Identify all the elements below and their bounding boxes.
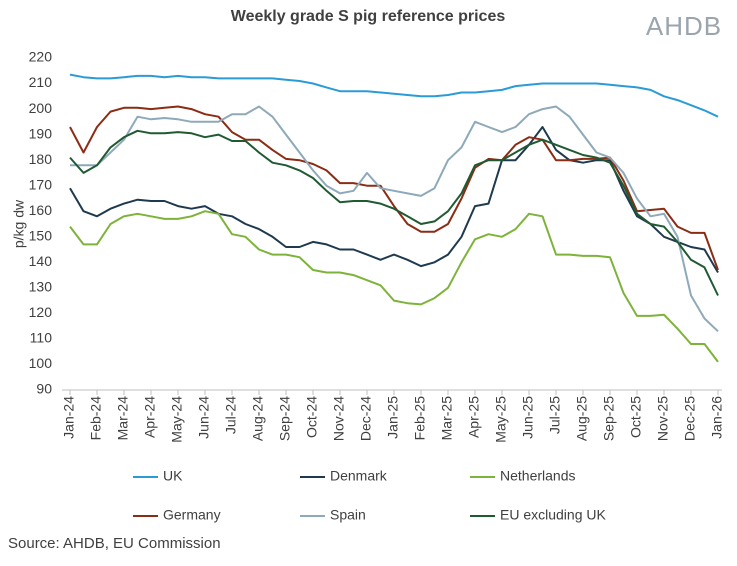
y-tick-label: 90 xyxy=(36,381,52,397)
legend-label: EU excluding UK xyxy=(500,507,606,523)
series-line xyxy=(69,73,719,118)
y-tick-label: 210 xyxy=(29,74,53,90)
x-tick-label: Feb-25 xyxy=(412,396,428,441)
y-tick-label: 190 xyxy=(29,125,53,141)
y-tick-label: 140 xyxy=(29,253,53,269)
x-tick-label: Mar-24 xyxy=(115,396,131,441)
y-tick-label: 180 xyxy=(29,151,53,167)
y-tick-label: 150 xyxy=(29,227,53,243)
x-tick-label: Sep-25 xyxy=(601,396,617,441)
x-tick-label: Jan-26 xyxy=(709,396,725,439)
legend-label: Netherlands xyxy=(500,468,576,484)
x-tick-label: May-25 xyxy=(493,396,509,443)
x-tick-label: Dec-25 xyxy=(682,396,698,441)
x-tick-label: Jun-25 xyxy=(520,396,536,439)
y-tick-label: 160 xyxy=(29,202,53,218)
series-line xyxy=(69,126,719,274)
series-line xyxy=(70,105,719,333)
legend-label: UK xyxy=(163,468,183,484)
legend-label: Spain xyxy=(330,507,366,523)
x-tick-label: Jan-25 xyxy=(385,396,401,439)
x-tick-label: May-24 xyxy=(169,396,185,443)
legend-label: Germany xyxy=(163,507,221,523)
x-tick-label: Oct-24 xyxy=(304,396,320,438)
y-tick-label: 120 xyxy=(29,304,53,320)
x-tick-label: Jan-24 xyxy=(61,396,77,439)
x-tick-label: Nov-24 xyxy=(331,396,347,441)
x-tick-label: Oct-25 xyxy=(628,396,644,438)
x-tick-label: Aug-25 xyxy=(574,396,590,441)
x-tick-label: Aug-24 xyxy=(250,396,266,441)
x-tick-label: Sep-24 xyxy=(277,396,293,441)
x-tick-label: Mar-25 xyxy=(439,396,455,441)
x-tick-label: Apr-25 xyxy=(466,396,482,438)
source: Source: AHDB, EU Commission xyxy=(8,535,221,552)
x-tick-label: Apr-24 xyxy=(142,396,158,438)
x-tick-label: Dec-24 xyxy=(358,396,374,441)
y-tick-label: 170 xyxy=(29,176,53,192)
x-tick-label: Nov-25 xyxy=(655,396,671,441)
series-line xyxy=(69,210,719,363)
y-tick-label: 100 xyxy=(29,355,53,371)
y-axis-label: p/kg dw xyxy=(11,199,27,248)
y-tick-label: 110 xyxy=(30,330,53,346)
logo: AHDB xyxy=(646,11,722,41)
series-line xyxy=(69,105,719,271)
x-tick-label: Jul-25 xyxy=(547,396,563,434)
series-line xyxy=(69,129,719,296)
chart-title: Weekly grade S pig reference prices xyxy=(231,8,506,25)
x-tick-label: Feb-24 xyxy=(88,396,104,441)
x-tick-label: Jul-24 xyxy=(223,396,239,434)
x-tick-label: Jun-24 xyxy=(196,396,212,439)
legend-label: Denmark xyxy=(330,468,388,484)
y-tick-label: 200 xyxy=(29,100,53,116)
y-tick-label: 130 xyxy=(29,279,53,295)
y-tick-label: 220 xyxy=(29,49,53,65)
